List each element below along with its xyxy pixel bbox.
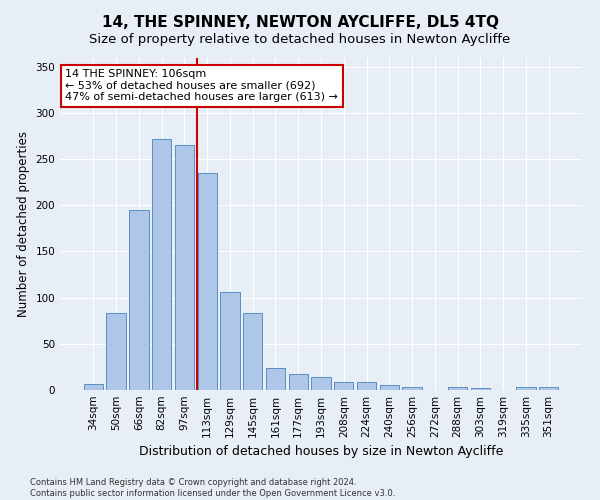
Text: Contains HM Land Registry data © Crown copyright and database right 2024.
Contai: Contains HM Land Registry data © Crown c…: [30, 478, 395, 498]
Bar: [129, 210, 149, 390]
Bar: [470, 388, 490, 390]
Bar: [357, 382, 376, 390]
Bar: [516, 387, 536, 390]
Bar: [175, 145, 194, 390]
Bar: [334, 382, 353, 390]
Text: 14, THE SPINNEY, NEWTON AYCLIFFE, DL5 4TQ: 14, THE SPINNEY, NEWTON AYCLIFFE, DL5 4T…: [101, 15, 499, 30]
Text: 14 THE SPINNEY: 106sqm
← 53% of detached houses are smaller (692)
47% of semi-de: 14 THE SPINNEY: 106sqm ← 53% of detached…: [65, 69, 338, 102]
Bar: [266, 368, 285, 390]
Bar: [197, 173, 217, 390]
Bar: [289, 374, 308, 390]
Bar: [106, 314, 126, 390]
X-axis label: Distribution of detached houses by size in Newton Aycliffe: Distribution of detached houses by size …: [139, 446, 503, 458]
Bar: [403, 387, 422, 390]
Bar: [380, 386, 399, 390]
Bar: [311, 377, 331, 390]
Y-axis label: Number of detached properties: Number of detached properties: [17, 130, 30, 317]
Bar: [448, 387, 467, 390]
Bar: [220, 292, 239, 390]
Bar: [152, 139, 172, 390]
Bar: [539, 387, 558, 390]
Bar: [243, 314, 262, 390]
Bar: [84, 384, 103, 390]
Text: Size of property relative to detached houses in Newton Aycliffe: Size of property relative to detached ho…: [89, 32, 511, 46]
